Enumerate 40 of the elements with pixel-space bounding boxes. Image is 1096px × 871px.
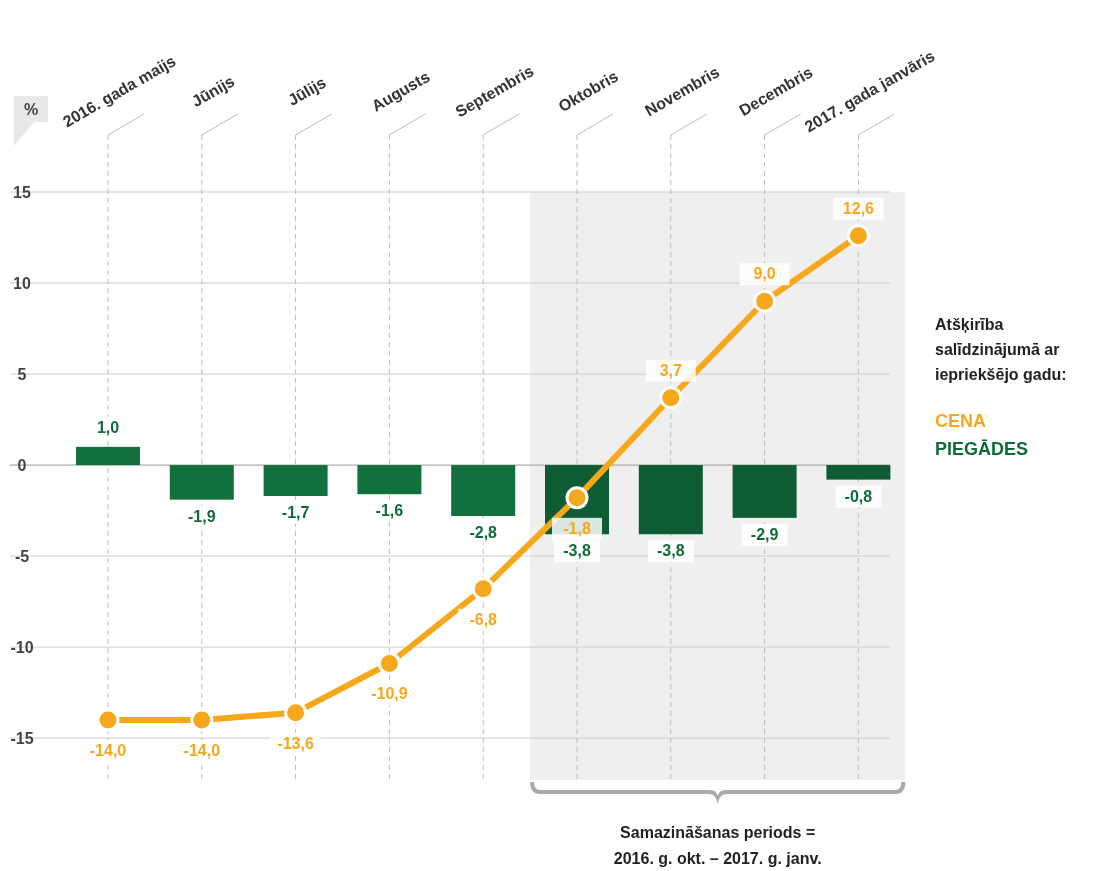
data-label: 3,7 <box>659 361 683 379</box>
point <box>377 651 401 675</box>
y-tick-label: 0 <box>17 457 27 475</box>
x-tick-label: Jūlijs <box>284 73 329 109</box>
y-tick-label: -10 <box>10 639 34 657</box>
data-label: -0,8 <box>844 487 873 505</box>
data-label: -14,0 <box>183 741 221 759</box>
data-label: -1,8 <box>563 519 591 537</box>
data-label: -3,8 <box>657 542 685 560</box>
data-label: -1,6 <box>375 502 404 520</box>
data-label: -14,0 <box>89 741 127 759</box>
data-label: -2,8 <box>469 524 498 542</box>
legend-title: Atšķirība salīdzinājumā ar iepriekšējo gadu: <box>935 316 1067 383</box>
data-label: -6,8 <box>469 610 498 628</box>
y-tick-label: 5 <box>17 366 27 384</box>
data-label: 12,6 <box>842 199 875 217</box>
band-label: Samazināšanas periods = 2016. g. okt. – 2017. g. janv. <box>613 824 822 867</box>
text: CENA <box>935 411 987 431</box>
point <box>96 708 120 732</box>
point <box>659 386 683 410</box>
point <box>846 224 870 248</box>
y-tick-label: -5 <box>14 548 30 566</box>
data-label: -13,6 <box>277 734 314 752</box>
text: PIEGĀDES <box>935 439 1029 459</box>
point <box>753 289 777 313</box>
point <box>471 577 495 601</box>
data-label: 9,0 <box>753 265 776 283</box>
point <box>190 708 214 732</box>
point <box>284 701 308 725</box>
y-tick-label: -15 <box>10 730 34 748</box>
data-label: -3,8 <box>563 542 591 560</box>
data-label: -2,9 <box>750 525 779 543</box>
data-label: -1,7 <box>281 504 310 522</box>
y-tick-label: 10 <box>13 275 31 293</box>
data-label: -1,9 <box>188 507 216 525</box>
data-label: -10,9 <box>371 685 408 703</box>
data-label: 1,0 <box>96 418 120 436</box>
y-axis-title: % <box>23 101 39 118</box>
y-tick-label: 15 <box>13 184 31 201</box>
x-tick-label: 2016. gada maijs <box>59 52 179 131</box>
